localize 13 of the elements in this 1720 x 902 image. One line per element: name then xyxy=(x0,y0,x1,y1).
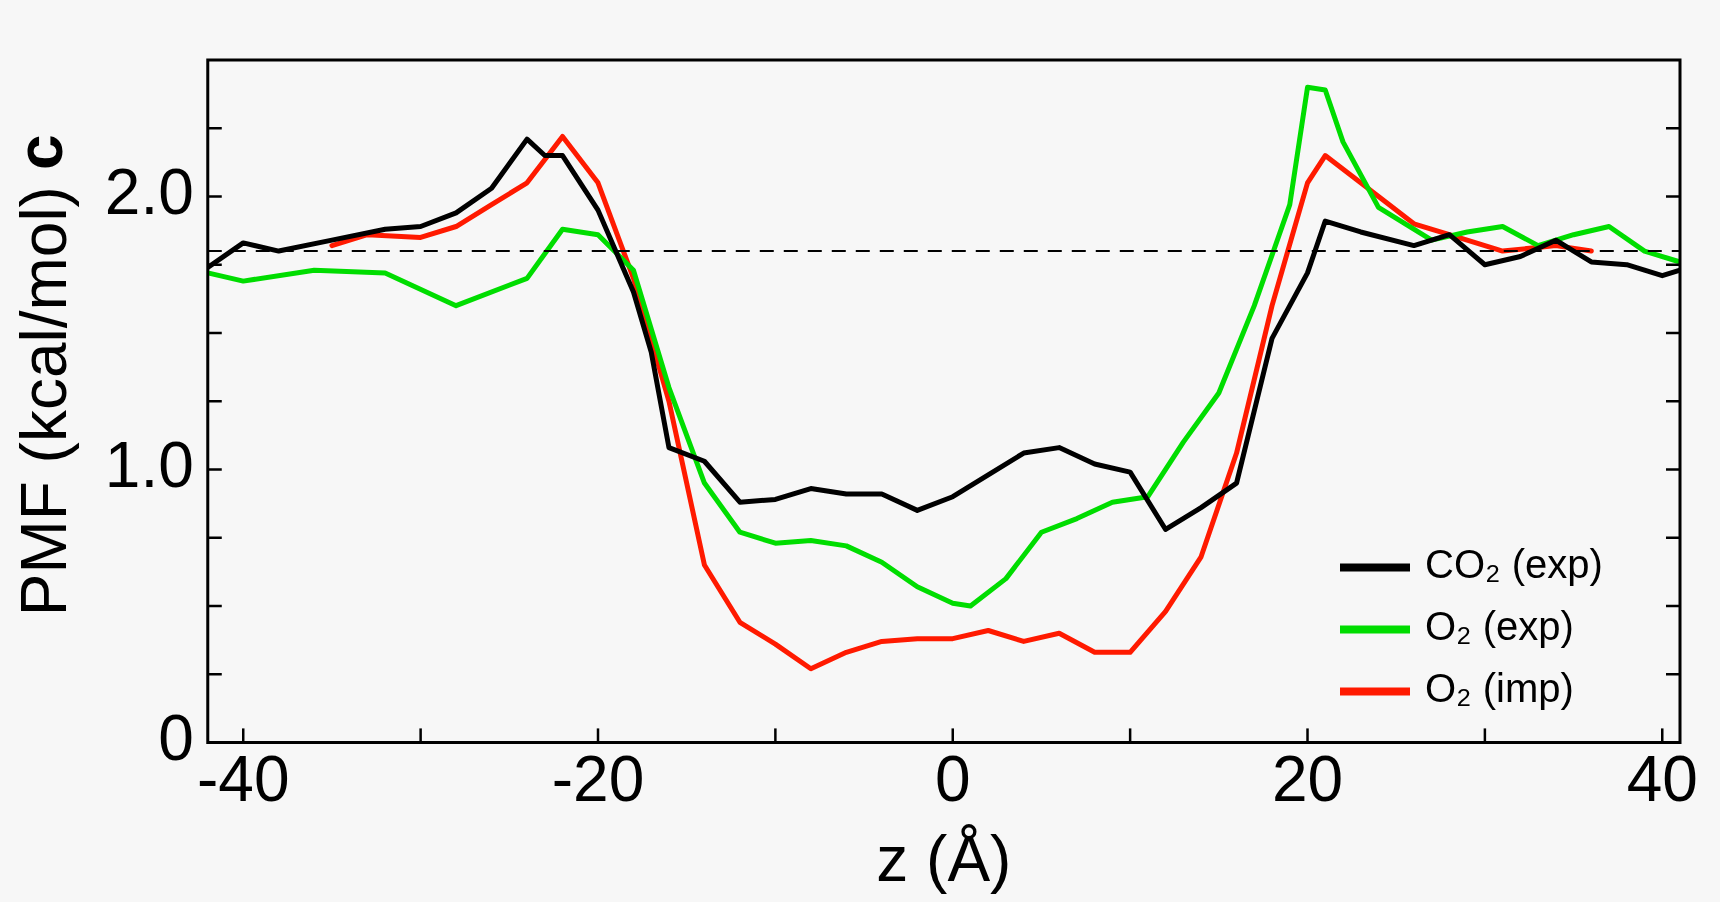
x-tick-label: 40 xyxy=(1626,743,1698,816)
legend-label: O₂ (imp) xyxy=(1425,666,1574,711)
y-axis-title: PMF (kcal/mol) xyxy=(8,186,81,617)
x-tick-label: 20 xyxy=(1271,743,1344,816)
x-tick-label: -20 xyxy=(551,743,645,816)
y-tick-label: 2.0 xyxy=(104,156,194,229)
x-tick-label: 0 xyxy=(934,743,971,816)
legend-label: CO₂ (exp) xyxy=(1425,542,1603,587)
x-tick-label: -40 xyxy=(196,743,290,816)
legend-label: O₂ (exp) xyxy=(1425,604,1574,649)
text: c xyxy=(3,134,76,170)
y-tick-label: 1.0 xyxy=(104,429,194,502)
x-axis-title: z (Å) xyxy=(876,823,1012,896)
